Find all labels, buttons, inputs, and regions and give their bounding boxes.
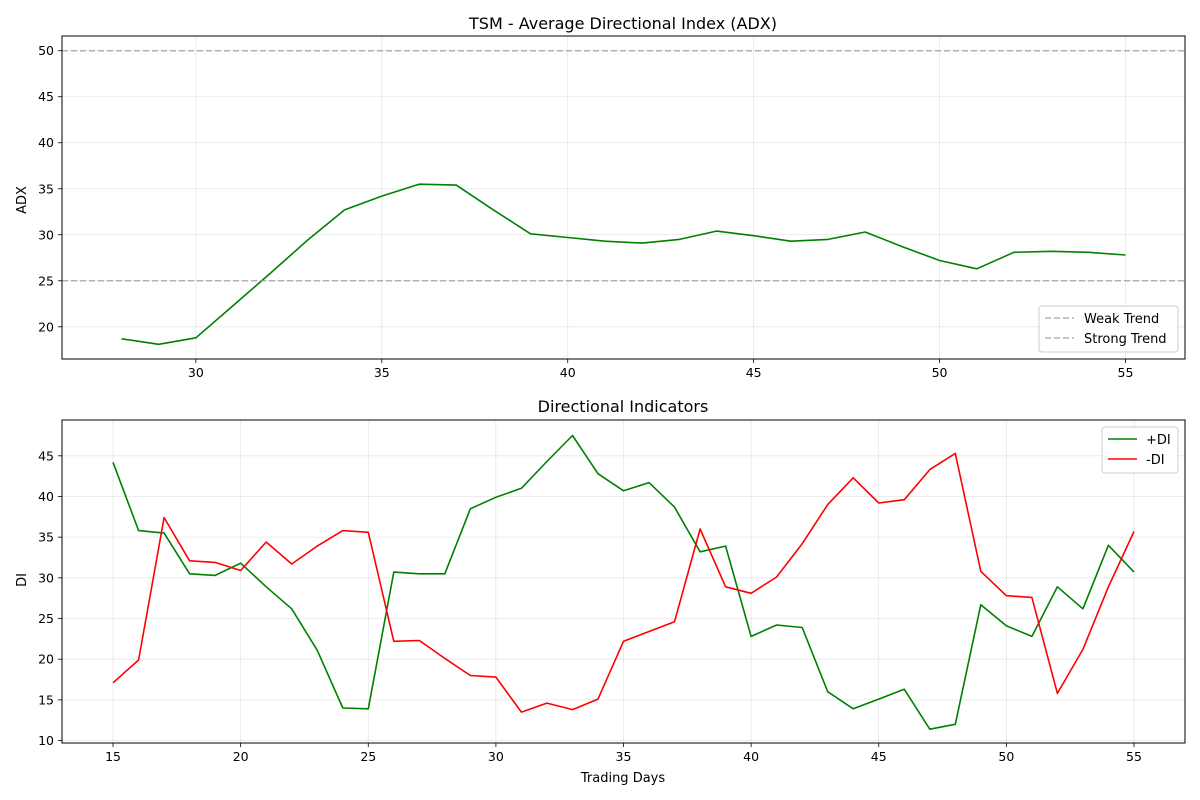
adx-y-axis-label: ADX <box>15 186 30 214</box>
adx-x-tick-label: 35 <box>374 365 390 380</box>
di-chart-title: Directional Indicators <box>538 397 709 416</box>
di-x-axis-label: Trading Days <box>580 771 665 786</box>
adx-y-tick-label: 40 <box>38 135 54 150</box>
di-x-tick-label: 45 <box>871 749 887 764</box>
di-gridlines <box>62 420 1185 743</box>
adx-chart-title: TSM - Average Directional Index (ADX) <box>468 14 777 33</box>
adx-panel: TSM - Average Directional Index (ADX) AD… <box>15 14 1186 380</box>
di-x-tick-label: 35 <box>616 749 632 764</box>
di-y-tick-label: 30 <box>38 570 54 585</box>
adx-y-tick-label: 45 <box>38 89 54 104</box>
adx-y-tick-label: 25 <box>38 273 54 288</box>
di-x-tick-label: 40 <box>743 749 759 764</box>
adx-x-tick-label: 30 <box>188 365 204 380</box>
adx-y-tick-label: 30 <box>38 227 54 242</box>
di-x-tick-label: 55 <box>1126 749 1142 764</box>
di-x-tick-label: 50 <box>998 749 1014 764</box>
di-plot-frame <box>61 419 1186 744</box>
di-legend: +DI -DI <box>1101 426 1179 474</box>
adx-x-tick-label: 55 <box>1118 365 1134 380</box>
adx-plot-frame <box>61 35 1186 360</box>
adx-x-ticks: 30 35 40 45 50 55 <box>188 359 1134 380</box>
di-y-tick-label: 25 <box>38 611 54 626</box>
di-y-tick-label: 40 <box>38 489 54 504</box>
adx-y-ticks: 20 25 30 35 40 45 50 <box>38 43 62 334</box>
adx-x-tick-label: 50 <box>932 365 948 380</box>
adx-y-tick-label: 20 <box>38 319 54 334</box>
adx-x-tick-label: 45 <box>746 365 762 380</box>
di-y-tick-label: 20 <box>38 652 54 667</box>
adx-y-tick-label: 35 <box>38 181 54 196</box>
di-y-tick-label: 35 <box>38 530 54 545</box>
di-y-tick-label: 10 <box>38 733 54 748</box>
di-y-ticks: 10 15 20 25 30 35 40 45 <box>38 448 62 748</box>
di-x-tick-label: 20 <box>233 749 249 764</box>
adx-line <box>121 183 1126 346</box>
di-y-axis-label: DI <box>15 573 30 587</box>
di-lines <box>112 434 1135 731</box>
di-x-ticks: 15 20 25 30 35 40 45 50 55 <box>105 743 1142 764</box>
adx-lines <box>62 49 1185 346</box>
adx-gridlines <box>62 36 1185 359</box>
plus-di-line <box>112 434 1135 731</box>
adx-y-tick-label: 50 <box>38 43 54 58</box>
di-y-tick-label: 45 <box>38 448 54 463</box>
di-x-tick-label: 30 <box>488 749 504 764</box>
di-y-tick-label: 15 <box>38 692 54 707</box>
adx-x-tick-label: 40 <box>560 365 576 380</box>
adx-legend: Weak Trend Strong Trend <box>1038 305 1179 353</box>
minus-di-line <box>112 452 1135 713</box>
di-panel: Directional Indicators DI Trading Days 1… <box>15 397 1186 786</box>
legend-label-strong-trend: Strong Trend <box>1084 332 1167 347</box>
legend-label-minus-di: -DI <box>1146 453 1165 468</box>
legend-label-weak-trend: Weak Trend <box>1084 312 1159 327</box>
di-x-tick-label: 15 <box>105 749 121 764</box>
legend-label-plus-di: +DI <box>1146 433 1171 448</box>
di-x-tick-label: 25 <box>360 749 376 764</box>
